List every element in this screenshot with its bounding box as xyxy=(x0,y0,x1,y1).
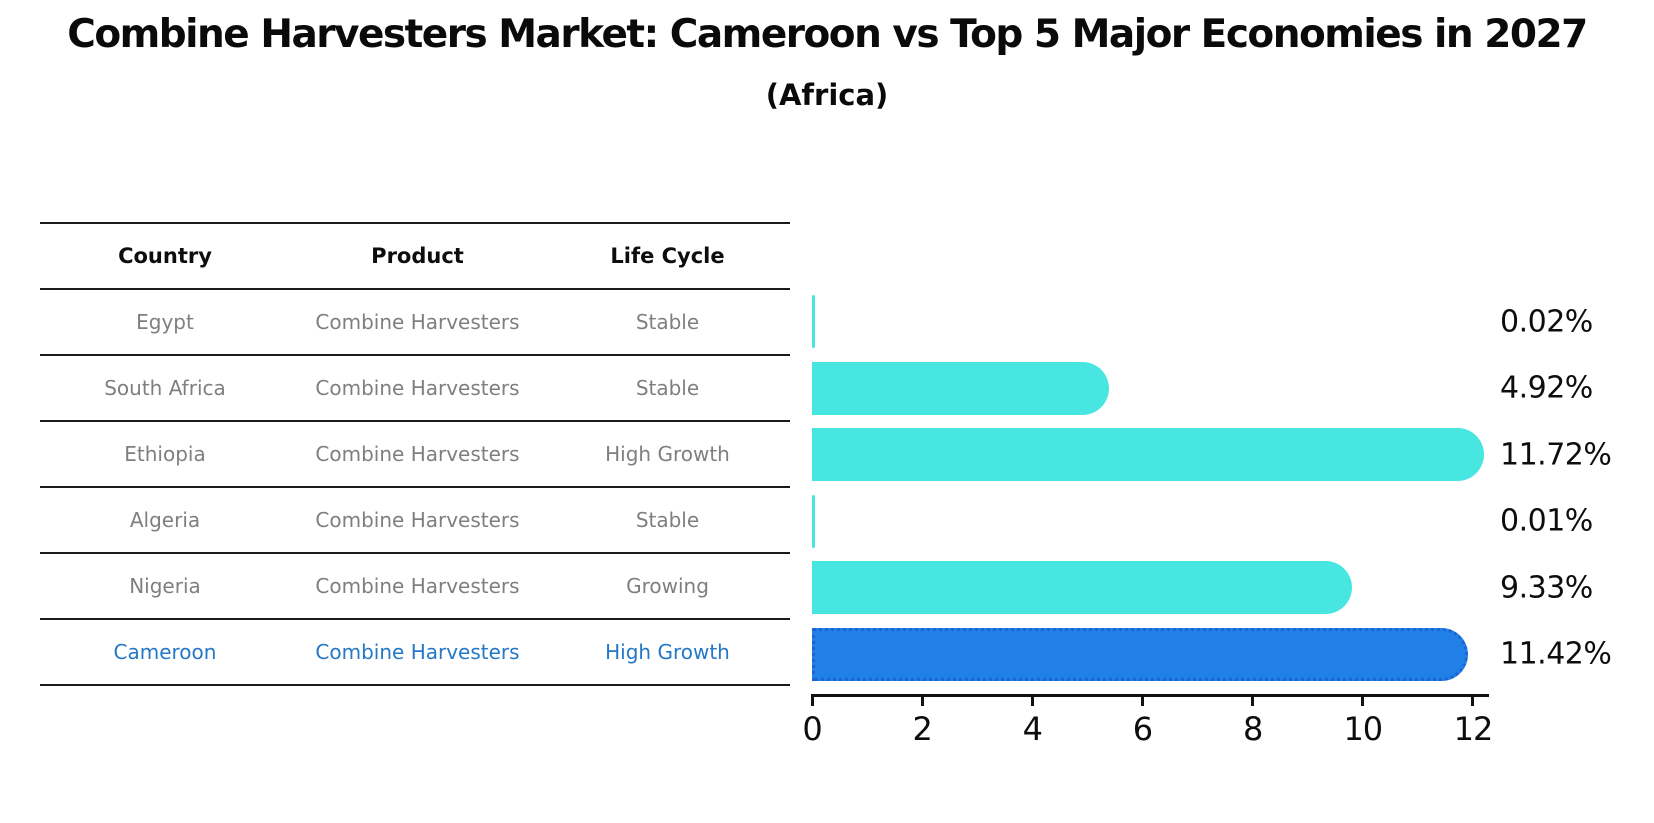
cell-country: Nigeria xyxy=(129,574,201,598)
cell-life-cycle: High Growth xyxy=(605,442,730,466)
x-axis-tick-label-2: 2 xyxy=(912,710,932,748)
value-label-south-africa: 4.92% xyxy=(1500,370,1593,406)
x-axis-tick-2 xyxy=(920,694,924,706)
cell-product: Combine Harvesters xyxy=(315,574,520,598)
table-row-egypt: Egypt Combine Harvesters Stable xyxy=(40,290,790,356)
table-row-algeria: Algeria Combine Harvesters Stable xyxy=(40,488,790,554)
bar-algeria xyxy=(812,494,815,548)
x-axis-tick-12 xyxy=(1471,694,1475,706)
page-title: Combine Harvesters Market: Cameroon vs T… xyxy=(67,12,1588,57)
value-label-ethiopia: 11.72% xyxy=(1500,437,1612,473)
header-cell-life-cycle: Life Cycle xyxy=(610,244,725,268)
x-axis-tick-8 xyxy=(1251,694,1255,706)
bar-ethiopia xyxy=(812,428,1485,482)
cell-product: Combine Harvesters xyxy=(315,376,520,400)
cell-product: Combine Harvesters xyxy=(315,640,520,664)
value-label-cameroon: 11.42% xyxy=(1500,636,1612,672)
cell-life-cycle: Stable xyxy=(635,508,700,532)
value-label-algeria: 0.01% xyxy=(1500,503,1593,539)
x-axis-tick-label-0: 0 xyxy=(802,710,822,748)
cell-life-cycle: Growing xyxy=(626,574,709,598)
cell-product: Combine Harvesters xyxy=(315,442,520,466)
x-axis-tick-label-4: 4 xyxy=(1022,710,1043,748)
table-row-south-africa: South Africa Combine Harvesters Stable xyxy=(40,356,790,422)
cell-country: Ethiopia xyxy=(124,442,206,466)
bar-egypt xyxy=(812,295,815,349)
bar-south-africa xyxy=(812,361,1110,415)
market-table: Country Product Life Cycle Egypt Combine… xyxy=(40,222,790,686)
page-subtitle: (Africa) xyxy=(765,78,889,112)
x-axis-tick-0 xyxy=(810,694,814,706)
x-axis-tick-4 xyxy=(1030,694,1034,706)
table-row-cameroon: Cameroon Combine Harvesters High Growth xyxy=(40,620,790,686)
x-axis-tick-label-8: 8 xyxy=(1242,710,1263,748)
cell-life-cycle: Stable xyxy=(635,310,700,334)
cell-product: Combine Harvesters xyxy=(315,508,520,532)
header-cell-product: Product xyxy=(371,244,464,268)
cell-country: Algeria xyxy=(129,508,201,532)
x-axis-line xyxy=(812,694,1489,697)
x-axis-tick-label-12: 12 xyxy=(1453,710,1494,748)
table-row-ethiopia: Ethiopia Combine Harvesters High Growth xyxy=(40,422,790,488)
cell-product: Combine Harvesters xyxy=(315,310,520,334)
cell-country: Cameroon xyxy=(113,640,217,664)
x-axis-tick-label-6: 6 xyxy=(1132,710,1153,748)
x-axis-tick-10 xyxy=(1361,694,1365,706)
header-cell-country: Country xyxy=(118,244,212,268)
table-row-nigeria: Nigeria Combine Harvesters Growing xyxy=(40,554,790,620)
table-header-row: Country Product Life Cycle xyxy=(40,222,790,290)
value-label-nigeria: 9.33% xyxy=(1500,570,1593,606)
cell-country: Egypt xyxy=(136,310,194,334)
bar-cameroon xyxy=(812,627,1468,681)
cell-life-cycle: High Growth xyxy=(605,640,730,664)
cell-life-cycle: Stable xyxy=(635,376,700,400)
x-axis-tick-label-10: 10 xyxy=(1343,710,1383,748)
cell-country: South Africa xyxy=(104,376,226,400)
value-label-egypt: 0.02% xyxy=(1500,304,1593,340)
x-axis-tick-6 xyxy=(1140,694,1144,706)
bar-nigeria xyxy=(812,561,1353,615)
